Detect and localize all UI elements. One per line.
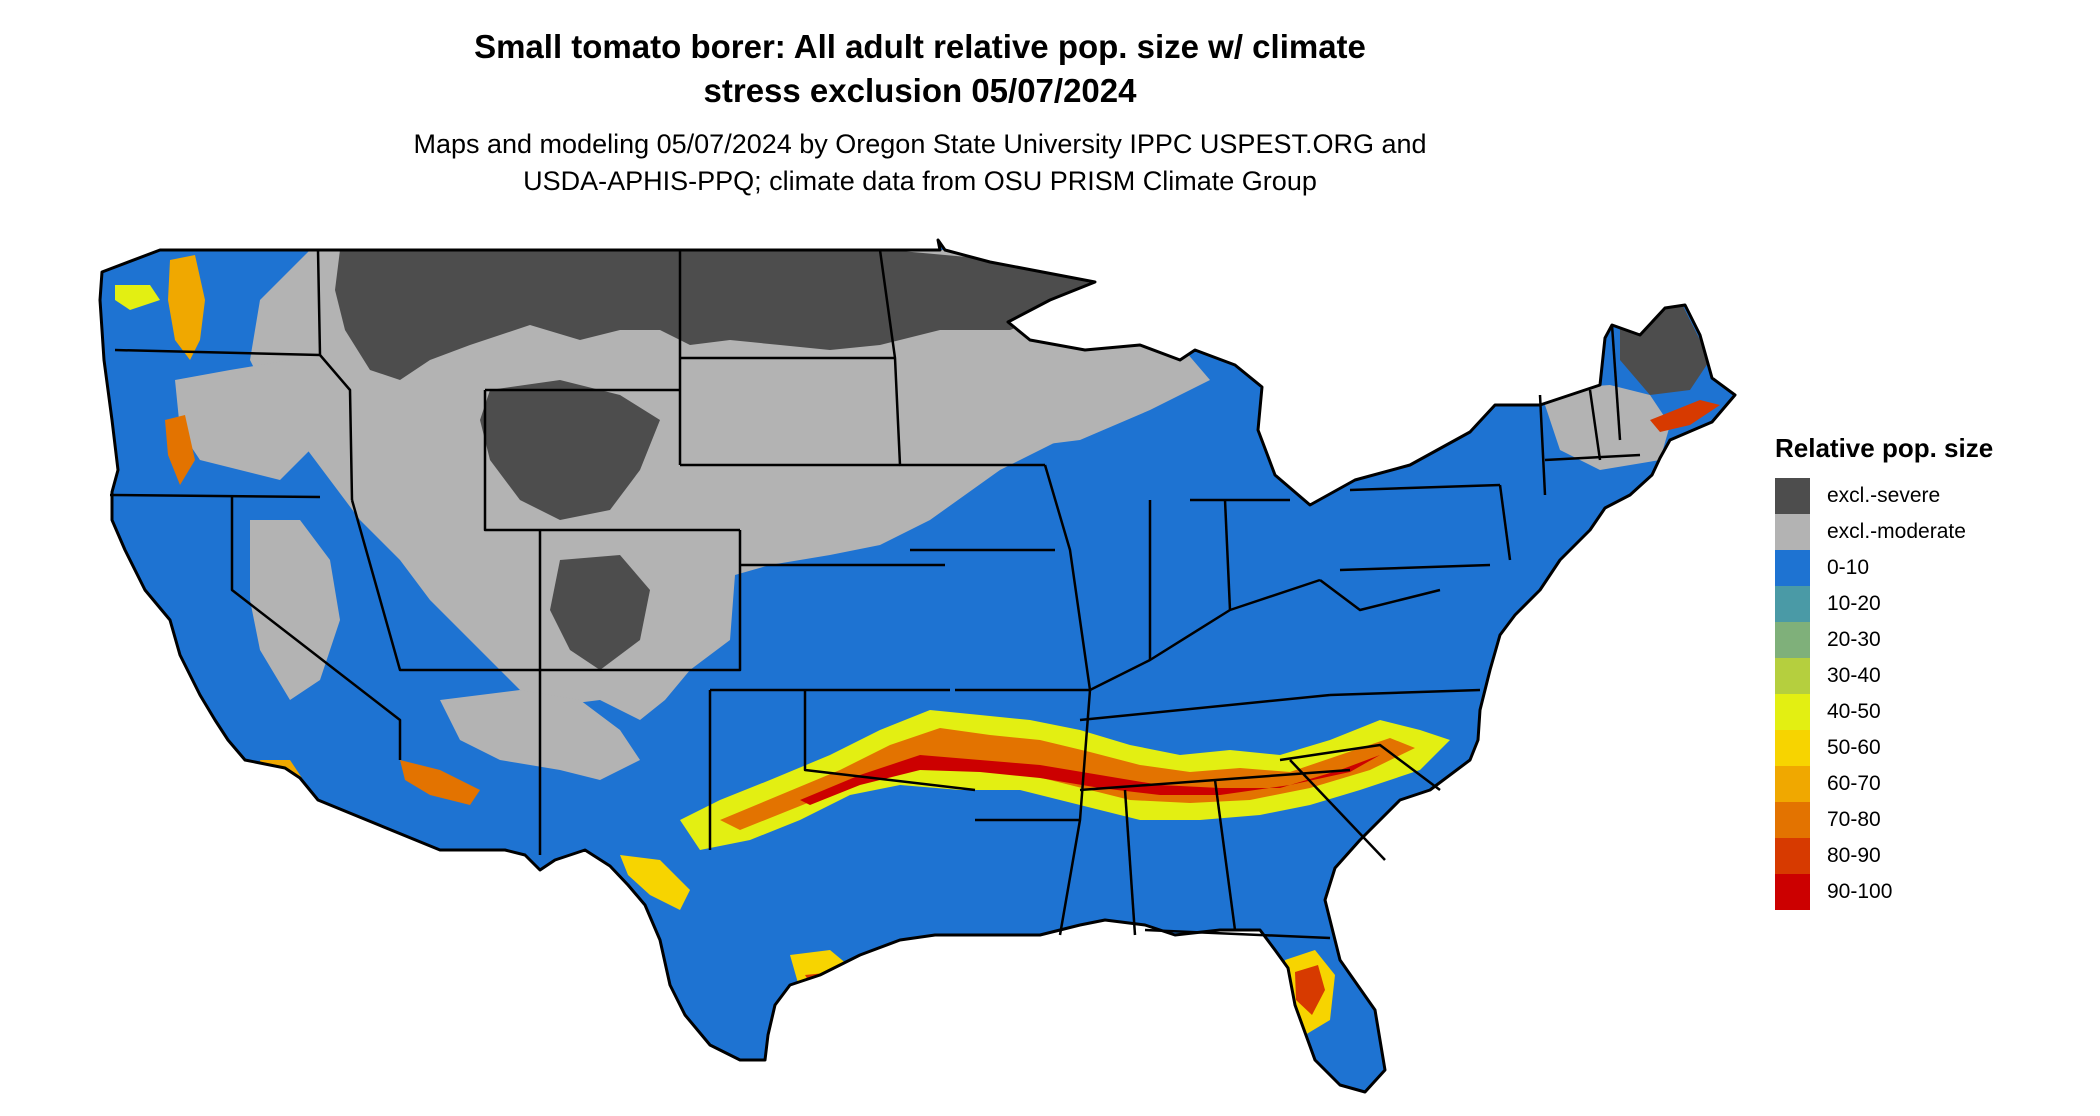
excl-severe-colorado-rockies (550, 555, 650, 670)
legend-label: 10-20 (1827, 592, 1881, 615)
legend-swatch (1775, 838, 1810, 874)
legend-item: 40-50 (1775, 694, 1993, 730)
pop-hotspot-cascades (168, 255, 205, 360)
legend-swatch (1775, 586, 1810, 622)
boundary-pa-south (1339, 563, 1491, 572)
boundary-co (538, 530, 742, 672)
boundary-ma-ct (1544, 453, 1641, 462)
pop-band-southern-peak (800, 755, 1380, 805)
legend-label: 30-40 (1827, 664, 1881, 687)
legend-swatch (1775, 730, 1810, 766)
legend-item: 50-60 (1775, 730, 1993, 766)
legend-label: excl.-severe (1827, 484, 1941, 507)
legend-item: 80-90 (1775, 838, 1993, 874)
legend-swatch (1775, 874, 1810, 910)
legend-label: 80-90 (1827, 844, 1881, 867)
legend-swatch (1775, 766, 1810, 802)
boundary-ny-nj (1498, 484, 1512, 561)
map-title-line-2: stress exclusion 05/07/2024 (703, 72, 1137, 109)
boundary-ca-nv (230, 495, 402, 760)
legend-item: 20-30 (1775, 622, 1993, 658)
legend-label: excl.-moderate (1827, 520, 1966, 543)
legend-swatch (1775, 622, 1810, 658)
legend-item: excl.-moderate (1775, 514, 1993, 550)
boundary-vt-nh (1588, 389, 1602, 461)
legend-item: 10-20 (1775, 586, 1993, 622)
legend-item: excl.-severe (1775, 478, 1993, 514)
legend-item: 90-100 (1775, 874, 1993, 910)
legend-label: 60-70 (1827, 772, 1881, 795)
legend-label: 70-80 (1827, 808, 1881, 831)
boundary-pa-north (1349, 483, 1501, 492)
boundary-wv-va (1319, 579, 1441, 612)
boundary-ky-tn (1079, 693, 1331, 722)
map-title-line-1: Small tomato borer: All adult relative p… (474, 28, 1366, 65)
boundary-va-nc (1329, 688, 1481, 697)
boundary-wy-sides (483, 390, 740, 532)
boundary-nh-me (1610, 324, 1622, 441)
legend-item: 70-80 (1775, 802, 1993, 838)
legend-label: 90-100 (1827, 880, 1893, 903)
boundary-new-england-west (1538, 394, 1547, 496)
state-boundaries (109, 249, 1641, 940)
excl-severe-central-rockies (480, 380, 660, 520)
map-subtitle-line-2: USDA-APHIS-PPQ; climate data from OSU PR… (523, 166, 1317, 196)
legend-item: 30-40 (1775, 658, 1993, 694)
pop-hotspot-big-bend (620, 855, 690, 910)
map-raster-layers (115, 250, 1720, 1035)
legend-label: 0-10 (1827, 556, 1870, 579)
map-subtitle: Maps and modeling 05/07/2024 by Oregon S… (0, 126, 1840, 200)
pop-hotspot-south-texas (790, 950, 880, 1035)
legend-label: 50-60 (1827, 736, 1881, 759)
legend-swatch (1775, 550, 1810, 586)
boundary-id-mt (316, 249, 354, 501)
excl-severe-northern-plains (335, 250, 1100, 380)
boundary-or-ca-nv (109, 493, 321, 499)
boundary-al-ga (1213, 779, 1237, 931)
legend-label: 20-30 (1827, 628, 1881, 651)
pop-hotspot-puget-sound (115, 285, 160, 310)
boundary-fl-north (1144, 928, 1331, 940)
pop-hotspot-oregon-valley (165, 415, 195, 485)
map-legend: Relative pop. size excl.-severe excl.-mod… (1775, 433, 1993, 910)
boundary-ms-al (1123, 789, 1137, 936)
excl-moderate-new-england (1540, 385, 1670, 470)
excl-moderate-north-region (250, 250, 1120, 720)
legend-swatch (1775, 802, 1810, 838)
legend-item: 0-10 (1775, 550, 1993, 586)
legend-items: excl.-severe excl.-moderate 0-10 10-20 20-30… (1775, 478, 1993, 910)
boundary-minnesota (878, 249, 1045, 467)
legend-label: 40-50 (1827, 700, 1881, 723)
excl-moderate-pacific-nw (175, 360, 320, 480)
boundary-nv-ut-az (350, 499, 540, 672)
legend-swatch (1775, 478, 1810, 514)
legend-swatch (1775, 658, 1810, 694)
boundary-ok-tx (803, 690, 976, 792)
pop-hotspot-maine-coast (1650, 400, 1720, 432)
legend-swatch (1775, 694, 1810, 730)
boundary-wa-or (114, 348, 321, 357)
legend-swatch (1775, 514, 1810, 550)
boundary-in-oh (1223, 499, 1232, 611)
legend-title: Relative pop. size (1775, 433, 1994, 463)
pop-hotspot-central-florida-core (1295, 965, 1325, 1015)
pop-hotspot-arizona-desert (400, 760, 480, 805)
map-subtitle-line-1: Maps and modeling 05/07/2024 by Oregon S… (413, 129, 1427, 159)
boundary-nc-sc (1279, 743, 1441, 791)
pop-hotspot-south-texas-core (805, 972, 866, 1022)
boundary-ohio-river (1089, 578, 1321, 692)
boundary-ga-sc (1289, 759, 1386, 861)
legend-item: 60-70 (1775, 766, 1993, 802)
map-title: Small tomato borer: All adult relative p… (0, 25, 1840, 113)
